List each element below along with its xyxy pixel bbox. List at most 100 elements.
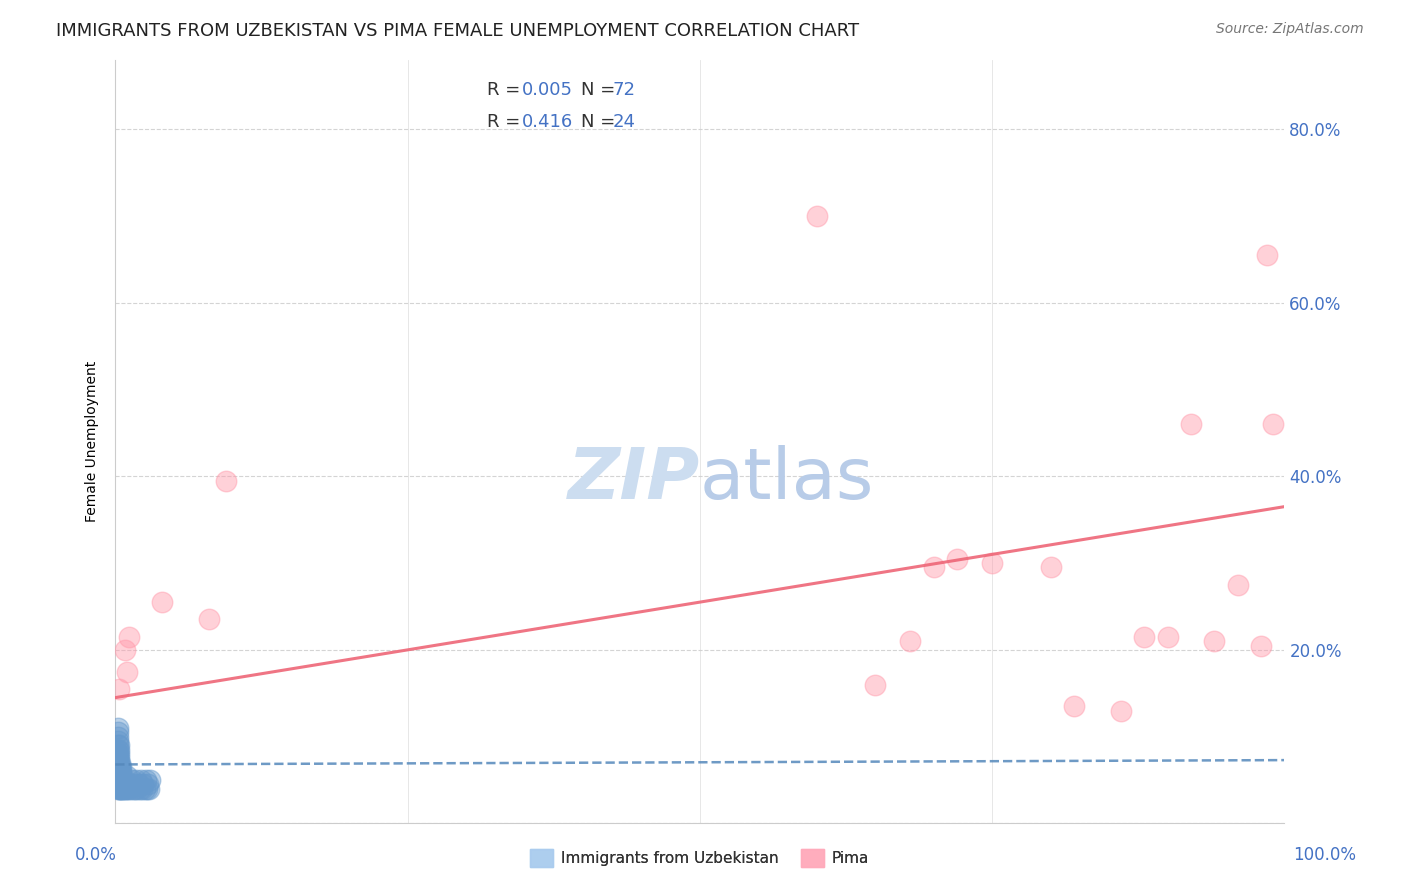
Point: [107, 756, 129, 770]
Point: [134, 781, 156, 796]
Point: [107, 730, 129, 744]
Point: [110, 769, 132, 783]
Point: [107, 734, 129, 748]
Point: [118, 630, 141, 644]
Point: [946, 551, 969, 566]
Text: Source: ZipAtlas.com: Source: ZipAtlas.com: [1216, 22, 1364, 37]
Text: 100.0%: 100.0%: [1294, 846, 1355, 863]
Point: [1109, 704, 1132, 718]
Point: [107, 769, 129, 783]
Point: [111, 773, 134, 788]
Point: [138, 781, 160, 796]
Point: [112, 773, 135, 788]
Text: 0.416: 0.416: [522, 113, 574, 131]
Point: [107, 764, 129, 779]
Point: [132, 777, 155, 791]
Point: [128, 777, 150, 791]
Point: [107, 681, 129, 696]
Text: R =: R =: [486, 113, 531, 131]
Point: [111, 777, 134, 791]
Point: [1156, 630, 1178, 644]
Point: [107, 764, 129, 779]
Point: [107, 769, 129, 783]
Y-axis label: Female Unemployment: Female Unemployment: [86, 361, 100, 522]
Point: [108, 764, 131, 779]
Point: [110, 760, 132, 774]
Point: [139, 773, 162, 788]
Point: [863, 677, 886, 691]
Point: [108, 777, 131, 791]
Point: [107, 781, 129, 796]
Point: [122, 777, 145, 791]
Point: [117, 781, 139, 796]
Point: [215, 474, 238, 488]
Point: [112, 781, 135, 796]
Point: [107, 739, 129, 753]
Point: [107, 751, 129, 765]
Point: [806, 209, 828, 223]
Point: [108, 756, 131, 770]
Point: [114, 643, 136, 657]
Point: [115, 769, 138, 783]
Point: [115, 777, 138, 791]
Point: [105, 777, 128, 791]
Point: [107, 760, 129, 774]
Point: [1180, 417, 1202, 432]
Point: [1039, 560, 1062, 574]
Point: [107, 781, 129, 796]
Text: 24: 24: [612, 113, 636, 131]
Text: N =: N =: [581, 81, 620, 99]
Point: [127, 781, 149, 796]
Point: [108, 769, 131, 783]
Point: [107, 756, 129, 770]
Point: [107, 760, 129, 774]
Point: [150, 595, 173, 609]
Point: [107, 739, 129, 753]
Point: [107, 721, 129, 735]
Point: [107, 742, 129, 756]
Text: 72: 72: [612, 81, 636, 99]
Point: [1204, 634, 1226, 648]
Point: [105, 742, 128, 756]
Point: [1250, 639, 1272, 653]
Point: [131, 781, 153, 796]
Point: [120, 781, 142, 796]
Point: [136, 777, 159, 791]
Point: [1063, 699, 1085, 714]
Point: [118, 777, 141, 791]
Point: [110, 764, 132, 779]
Point: [107, 773, 129, 788]
Point: [108, 773, 131, 788]
Point: [115, 665, 138, 679]
Point: [135, 773, 157, 788]
Point: [110, 781, 132, 796]
Point: [129, 773, 152, 788]
Text: R =: R =: [486, 81, 526, 99]
Text: 0.0%: 0.0%: [75, 846, 117, 863]
Point: [108, 760, 131, 774]
Point: [125, 773, 148, 788]
Point: [898, 634, 921, 648]
Point: [110, 777, 132, 791]
Text: ZIP: ZIP: [568, 445, 700, 514]
Text: IMMIGRANTS FROM UZBEKISTAN VS PIMA FEMALE UNEMPLOYMENT CORRELATION CHART: IMMIGRANTS FROM UZBEKISTAN VS PIMA FEMAL…: [56, 22, 859, 40]
Point: [105, 756, 128, 770]
Point: [114, 781, 136, 796]
Point: [1256, 248, 1278, 262]
Point: [135, 781, 157, 796]
Point: [198, 612, 221, 626]
Point: [107, 773, 129, 788]
Text: 0.005: 0.005: [522, 81, 574, 99]
Point: [108, 781, 131, 796]
Point: [107, 742, 129, 756]
Point: [121, 781, 143, 796]
Point: [105, 764, 128, 779]
Point: [107, 751, 129, 765]
Point: [124, 781, 146, 796]
Text: atlas: atlas: [700, 445, 875, 514]
Point: [981, 556, 1004, 570]
Point: [1133, 630, 1156, 644]
Point: [110, 773, 132, 788]
Point: [107, 747, 129, 761]
Point: [922, 560, 945, 574]
